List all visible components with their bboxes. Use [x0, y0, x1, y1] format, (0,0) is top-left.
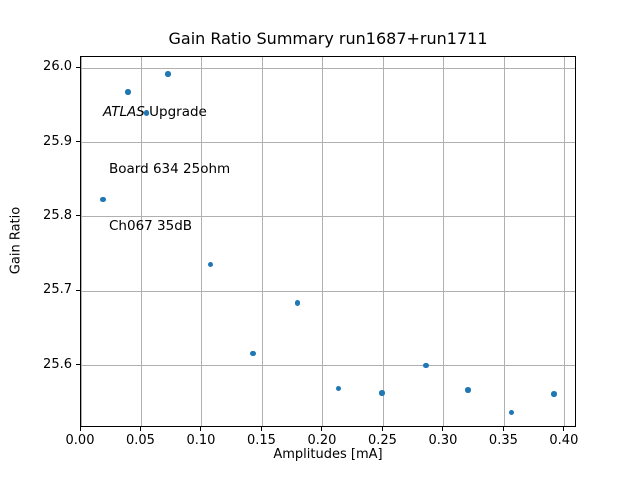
x-axis-label: Amplitudes [mA] — [273, 447, 383, 462]
y-tick-mark — [76, 141, 80, 142]
y-gridline — [81, 67, 575, 69]
y-tick-label: 25.8 — [43, 207, 72, 223]
scatter-point — [423, 362, 429, 369]
y-tick-label: 26.0 — [43, 59, 72, 75]
y-gridline — [81, 290, 575, 292]
x-gridline — [140, 57, 142, 426]
x-tick-mark — [139, 427, 141, 431]
y-tick-label: 25.7 — [43, 282, 72, 298]
y-tick-label: 25.6 — [43, 356, 72, 372]
x-tick-label: 0.20 — [307, 433, 337, 448]
annotation-line-3: Ch067 35dB — [109, 218, 193, 234]
x-tick-label: 0.15 — [246, 433, 276, 448]
x-tick-label: 0.40 — [549, 433, 579, 448]
scatter-point — [100, 196, 106, 203]
x-tick-label: 0.30 — [428, 433, 458, 448]
x-tick-label: 0.25 — [367, 433, 397, 448]
plot-area: ATLAS Upgrade Board 634 25ohm Ch067 35dB — [80, 56, 576, 427]
scatter-point — [165, 71, 171, 77]
scatter-point — [143, 110, 150, 116]
x-tick-label: 0.10 — [186, 433, 216, 448]
x-gridline — [80, 57, 82, 426]
x-tick-mark — [381, 427, 383, 431]
annotation-text: ATLAS Upgrade Board 634 25ohm Ch067 35dB — [103, 65, 230, 274]
scatter-point — [125, 89, 131, 95]
x-tick-mark — [502, 427, 504, 431]
y-tick-label: 25.9 — [43, 133, 72, 149]
x-tick-mark — [200, 427, 202, 431]
y-tick-mark — [76, 215, 80, 217]
x-gridline — [261, 57, 263, 426]
y-gridline — [81, 142, 575, 143]
annotation-upgrade-label: Upgrade — [144, 104, 207, 120]
scatter-point — [508, 409, 515, 416]
y-gridline — [81, 365, 575, 367]
x-gridline — [564, 57, 566, 426]
scatter-point — [207, 261, 214, 268]
x-tick-label: 0.05 — [126, 433, 155, 448]
annotation-atlas-label: ATLAS — [103, 104, 145, 120]
x-tick-label: 0.35 — [488, 433, 518, 448]
y-tick-mark — [76, 364, 80, 366]
x-gridline — [443, 57, 445, 426]
y-gridline — [81, 216, 575, 218]
x-tick-mark — [260, 427, 262, 431]
chart-title: Gain Ratio Summary run1687+run1711 — [168, 29, 488, 48]
x-gridline — [201, 57, 203, 426]
annotation-line-2: Board 634 25ohm — [109, 161, 231, 177]
y-tick-mark — [76, 66, 80, 68]
scatter-point — [250, 350, 256, 357]
x-tick-mark — [442, 427, 444, 431]
x-tick-mark — [79, 427, 81, 431]
scatter-point — [294, 300, 301, 306]
scatter-point — [551, 391, 557, 397]
x-gridline — [503, 57, 505, 426]
x-tick-mark — [321, 427, 323, 431]
x-gridline — [322, 57, 324, 426]
scatter-point — [335, 385, 342, 392]
scatter-point — [379, 390, 385, 396]
annotation-line-1: ATLAS Upgrade — [103, 103, 230, 122]
x-tick-mark — [563, 427, 565, 431]
scatter-point — [465, 387, 471, 393]
y-axis-label: Gain Ratio — [8, 206, 24, 275]
x-tick-label: 0.00 — [65, 433, 95, 448]
y-tick-mark — [76, 289, 80, 291]
x-gridline — [382, 57, 384, 426]
